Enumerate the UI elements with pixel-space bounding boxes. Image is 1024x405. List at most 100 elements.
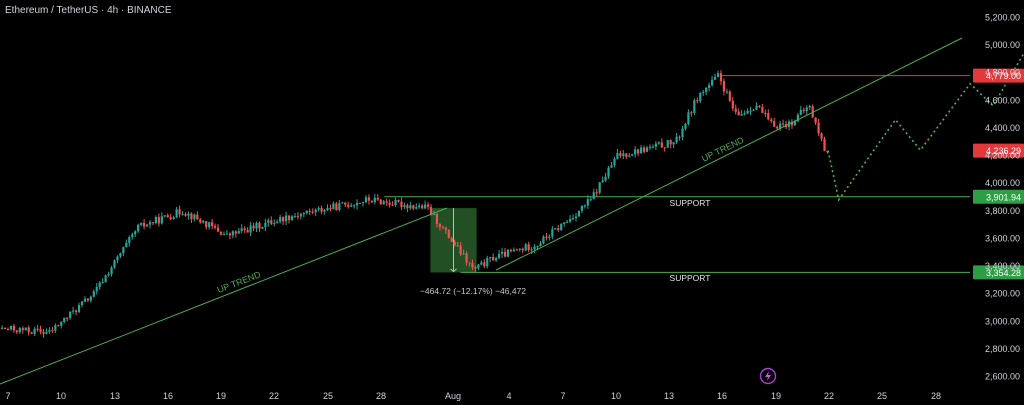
candle-body: [480, 262, 483, 265]
candle-body: [421, 205, 424, 209]
candle-body: [710, 79, 714, 85]
candle-body: [228, 233, 231, 236]
candle-body: [193, 214, 196, 220]
candle-body: [308, 211, 311, 213]
candle-body: [0, 327, 4, 329]
candle-body: [379, 199, 382, 205]
candle-body: [80, 301, 84, 306]
candle-body: [708, 84, 711, 88]
candle-body: [9, 325, 13, 330]
candle-body: [113, 260, 116, 268]
y-tick-label: 3,200.00: [985, 289, 1020, 299]
candle-body: [719, 73, 723, 82]
candle-body: [267, 220, 270, 223]
candle-body: [243, 228, 246, 230]
candle-body: [767, 113, 770, 120]
candle-body: [793, 121, 797, 126]
candle-body: [211, 222, 214, 226]
candle-body: [426, 204, 430, 207]
candle-body: [702, 92, 705, 94]
candle-body: [142, 222, 146, 227]
candle-body: [60, 321, 63, 326]
candle-body: [799, 109, 802, 115]
candle-body: [77, 305, 81, 313]
x-tick-label: 7: [5, 391, 10, 401]
candle-body: [781, 123, 785, 125]
candle-body: [551, 229, 554, 237]
candle-body: [628, 155, 631, 157]
candle-body: [770, 119, 773, 122]
candle-body: [693, 100, 696, 114]
bolt-glyph: [765, 371, 771, 381]
candle-body: [169, 217, 172, 220]
x-tick-label: 16: [717, 391, 727, 401]
candle-body: [571, 218, 575, 220]
candle-body: [654, 143, 657, 147]
candle-body: [293, 216, 297, 218]
candle-body: [509, 249, 513, 252]
measure-arrowhead: [450, 268, 457, 273]
candle-body: [57, 325, 60, 327]
candle-body: [409, 205, 412, 209]
candle-body: [716, 73, 720, 77]
candle-body: [705, 87, 708, 93]
candle-body: [391, 204, 394, 206]
candle-body: [533, 246, 536, 250]
candle-body: [246, 229, 249, 233]
candle-body: [474, 267, 477, 269]
candle-body: [468, 262, 471, 264]
candle-body: [160, 216, 163, 224]
candle-body: [486, 257, 489, 267]
candle-body: [548, 236, 551, 238]
candle-body: [595, 192, 598, 194]
candle-body: [728, 91, 731, 101]
candle-body: [645, 147, 649, 152]
candle-body: [311, 211, 314, 213]
candle-body: [539, 243, 542, 247]
candle-body: [746, 110, 749, 114]
candle-body: [820, 133, 823, 139]
candle-body: [657, 142, 660, 144]
candle-body: [89, 296, 92, 301]
candle-body: [805, 107, 808, 111]
candle-body: [98, 282, 101, 287]
candle-body: [216, 227, 220, 232]
candle-body: [222, 233, 226, 235]
candle-body: [287, 215, 291, 221]
candle-body: [24, 327, 27, 331]
candle-body: [631, 154, 634, 156]
candle-body: [355, 202, 359, 206]
candle-body: [199, 219, 202, 223]
candle-body: [302, 213, 305, 215]
x-tick-label: 19: [771, 391, 781, 401]
candle-body: [3, 327, 7, 329]
candle-body: [660, 142, 663, 148]
candle-body: [634, 149, 637, 155]
price-label: 4,779.00: [986, 71, 1021, 81]
candle-body: [412, 205, 415, 209]
y-tick-label: 4,800.00: [985, 68, 1020, 78]
candle-body: [583, 205, 586, 207]
candle-body: [134, 231, 137, 235]
candle-body: [465, 253, 468, 263]
candle-body: [675, 136, 678, 143]
candle-body: [196, 214, 199, 220]
candle-body: [249, 225, 252, 233]
candle-body: [290, 216, 294, 221]
candle-body: [234, 231, 237, 234]
y-tick-label: 5,200.00: [985, 12, 1020, 22]
candle-body: [560, 224, 563, 230]
candle-body: [63, 317, 66, 322]
candle-body: [15, 330, 18, 333]
x-tick-label: 4: [506, 391, 511, 401]
candle-body: [696, 100, 699, 102]
candle-body: [323, 210, 326, 212]
candle-body: [625, 153, 628, 157]
candle-body: [610, 165, 613, 168]
candle-body: [435, 213, 439, 225]
candle-body: [684, 124, 687, 129]
candle-body: [282, 217, 285, 222]
candle-body: [752, 109, 755, 111]
bolt-icon[interactable]: [759, 367, 777, 385]
